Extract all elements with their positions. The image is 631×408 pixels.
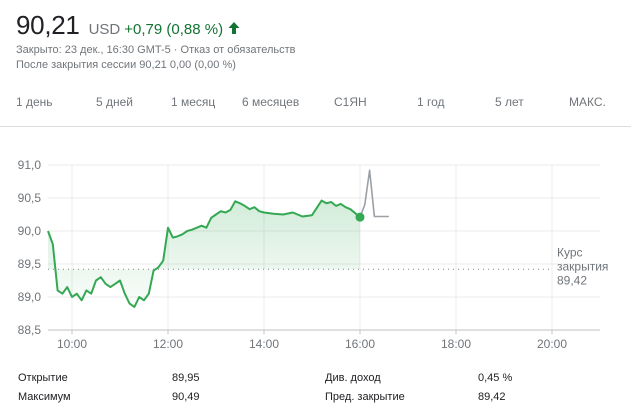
stat-value-dividend: 0,45 % (478, 372, 513, 384)
stat-label-open: Открытие (18, 372, 68, 384)
y-tick-label: 89,0 (18, 290, 42, 304)
previous-close-label-line: 89,42 (557, 273, 587, 287)
y-tick-label: 90,5 (18, 191, 42, 205)
x-tick-label: 10:00 (57, 337, 87, 351)
tab-1-month[interactable]: 1 месяц (171, 95, 216, 109)
stat-label-high: Максимум (18, 391, 71, 403)
stat-label-dividend: Див. доход (325, 372, 381, 384)
price-line-series (47, 199, 361, 308)
x-axis-ticks: 10:00 12:00 14:00 16:00 18:00 20:00 (57, 330, 567, 351)
arrow-up-icon (227, 21, 241, 35)
tab-5-years[interactable]: 5 лет (495, 95, 524, 109)
y-tick-label: 89,5 (18, 257, 42, 271)
tab-5-days[interactable]: 5 дней (96, 95, 134, 109)
previous-close-label: Курс закрытия 89,42 (557, 245, 608, 287)
current-price: 90,21 (16, 10, 80, 40)
market-status: Закрыто: 23 дек., 16:30 GMT-5 · Отказ от… (16, 44, 296, 56)
tab-1-day[interactable]: 1 день (16, 95, 53, 109)
x-tick-label: 14:00 (249, 337, 279, 351)
tab-1-year[interactable]: 1 год (417, 95, 445, 109)
stat-value-open: 89,95 (172, 372, 200, 384)
price-line: 90,21 USD +0,79 (0,88 %) (16, 10, 296, 41)
stat-value-high: 90,49 (172, 391, 200, 403)
price-change: +0,79 (0,88 %) (124, 21, 224, 38)
quote-header: 90,21 USD +0,79 (0,88 %) Закрыто: 23 дек… (16, 10, 296, 73)
tab-max[interactable]: МАКС. (569, 95, 606, 109)
tab-6-months[interactable]: 6 месяцев (242, 95, 300, 109)
currency-code: USD (88, 21, 121, 38)
last-price-marker (355, 212, 365, 222)
y-tick-label: 91,0 (18, 158, 42, 172)
x-tick-label: 16:00 (345, 337, 375, 351)
range-tabs: 1 день 5 дней 1 месяц 6 месяцев С1ЯН 1 г… (0, 86, 631, 127)
price-area-fill (48, 200, 360, 307)
after-hours-line-series (359, 169, 389, 218)
y-axis-ticks: 91,0 90,5 90,0 89,5 89,0 88,5 (18, 158, 42, 337)
y-tick-label: 88,5 (18, 323, 42, 337)
x-tick-label: 20:00 (537, 337, 567, 351)
previous-close-label-line: Курс (557, 245, 583, 259)
stat-value-prev-close: 89,42 (478, 391, 506, 403)
tab-ytd[interactable]: С1ЯН (334, 95, 367, 109)
stat-label-prev-close: Пред. закрытие (325, 391, 405, 403)
x-tick-label: 18:00 (441, 337, 471, 351)
previous-close-label-line: закрытия (557, 259, 608, 273)
after-hours-status: После закрытия сессии 90,21 0,00 (0,00 %… (16, 59, 236, 71)
y-tick-label: 90,0 (18, 224, 42, 238)
x-tick-label: 12:00 (153, 337, 183, 351)
price-chart[interactable]: 91,0 90,5 90,0 89,5 89,0 88,5 10:00 12:00 14:00… (0, 150, 631, 360)
